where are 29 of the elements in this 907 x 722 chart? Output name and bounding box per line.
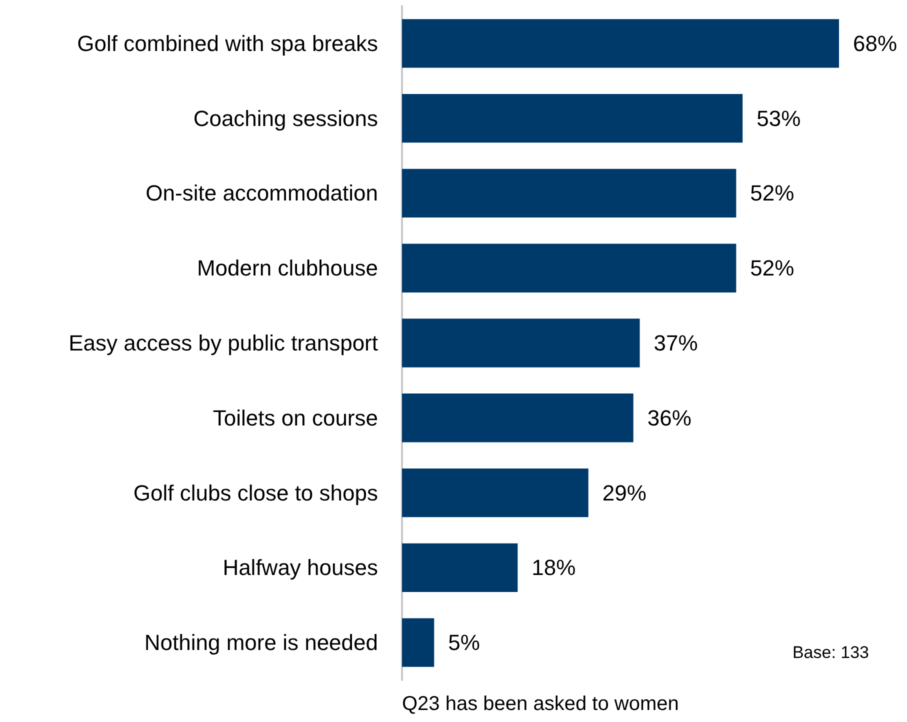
- y-tick-label: Golf clubs close to shops: [133, 480, 378, 506]
- bar: [402, 244, 736, 292]
- y-tick-label: On-site accommodation: [146, 180, 378, 206]
- annotation: Base: 133: [792, 643, 870, 662]
- y-tick-label: Halfway houses: [222, 555, 378, 580]
- data-label: 18%: [532, 555, 576, 580]
- y-tick-label: Modern clubhouse: [196, 256, 378, 281]
- bar: [402, 318, 640, 368]
- y-tick-label: Coaching sessions: [193, 106, 378, 131]
- bar: [402, 618, 434, 667]
- data-label: 5%: [448, 630, 480, 656]
- y-tick-label: Easy access by public transport: [68, 330, 378, 356]
- data-label: 29%: [602, 480, 646, 506]
- data-label: 52%: [750, 180, 794, 206]
- bar: [402, 543, 518, 592]
- bar: [402, 94, 743, 143]
- data-label: 53%: [756, 106, 801, 131]
- y-tick-label: Toilets on course: [212, 405, 378, 430]
- text: Q23 has been asked to women: [402, 693, 679, 715]
- data-label: 52%: [750, 256, 794, 281]
- y-tick-label: Nothing more is needed: [144, 630, 378, 656]
- data-label: 37%: [654, 330, 698, 356]
- data-label: 68%: [853, 30, 898, 56]
- data-label: 36%: [647, 405, 692, 430]
- y-tick-label: Golf combined with spa breaks: [77, 30, 378, 56]
- bar: [402, 394, 634, 442]
- bar: [402, 468, 588, 518]
- bar: [402, 19, 839, 68]
- bar: [402, 168, 736, 218]
